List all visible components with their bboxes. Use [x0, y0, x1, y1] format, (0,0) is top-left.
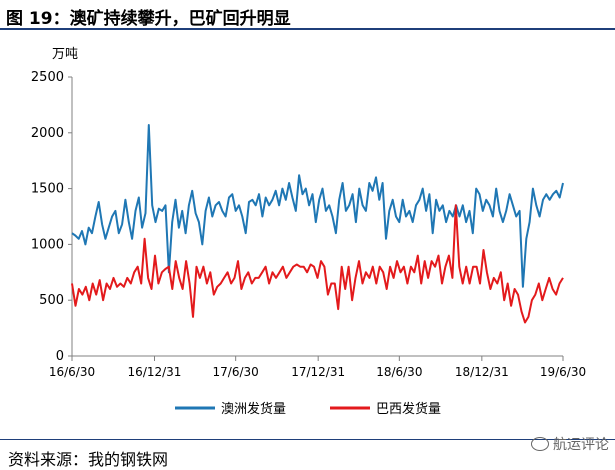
series-line-australia	[71, 124, 564, 288]
x-tick-label: 18/12/31	[455, 365, 509, 379]
x-tick-label: 19/6/30	[540, 365, 586, 379]
figure-title: 图 19：澳矿持续攀升，巴矿回升明显	[6, 9, 291, 29]
x-tick-label: 16/6/30	[49, 365, 95, 379]
x-tick-label: 16/12/31	[128, 365, 182, 379]
x-tick-label: 18/6/30	[376, 365, 422, 379]
legend: 澳洲发货量 巴西发货量	[175, 401, 441, 417]
y-tick-label: 2000	[31, 126, 64, 141]
title-rule	[0, 28, 615, 30]
watermark: 航运评论	[531, 434, 609, 454]
y-tick-label: 1000	[31, 237, 64, 252]
line-chart: 万吨 0 500 1000 1500 2000 2500 16/6/30 16/12/31 17…	[31, 47, 586, 417]
y-tick-label: 1500	[31, 182, 64, 197]
legend-label-australia: 澳洲发货量	[221, 401, 286, 417]
series-layer	[71, 124, 564, 324]
series-line-brazil	[71, 204, 564, 324]
y-tick-label: 500	[39, 293, 64, 308]
y-tick-label: 2500	[31, 70, 64, 85]
source-rule	[0, 439, 615, 440]
watermark-text: 航运评论	[553, 437, 609, 453]
legend-label-brazil: 巴西发货量	[376, 401, 441, 417]
source-note: 资料来源：我的钢铁网	[8, 450, 169, 469]
y-axis-unit-label: 万吨	[52, 47, 78, 62]
axes: 0 500 1000 1500 2000 2500 16/6/30 16/12/31 17/6/…	[31, 70, 586, 379]
x-tick-label: 17/6/30	[213, 365, 259, 379]
y-tick-label: 0	[56, 349, 64, 364]
x-tick-label: 17/12/31	[291, 365, 345, 379]
wechat-icon	[531, 437, 549, 451]
